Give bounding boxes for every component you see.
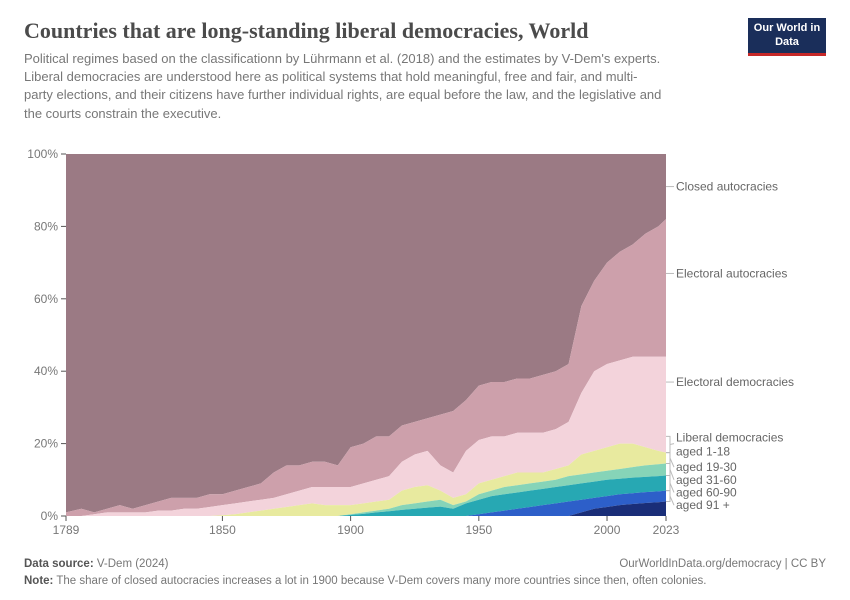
header: Our World in Data Countries that are lon… <box>0 0 850 133</box>
source-value: V-Dem (2024) <box>97 558 169 570</box>
chart-title: Countries that are long-standing liberal… <box>24 18 826 44</box>
logo-text: Our World in Data <box>750 22 824 48</box>
source-label: Data source: <box>24 558 94 570</box>
leader-line <box>670 444 674 445</box>
legend-label: aged 91 + <box>676 498 730 512</box>
stacked-area-chart: 0% 20% 40% 60% 80% 100% 1789 1850 1900 1950 2000 20… <box>24 148 826 542</box>
leader-line <box>670 496 674 505</box>
footer: Data source: V-Dem (2024) OurWorldInData… <box>24 556 826 591</box>
y-tick-label: 40% <box>34 364 58 378</box>
y-tick-label: 100% <box>27 148 58 161</box>
note-value: The share of closed autocracies increase… <box>56 575 706 587</box>
leader-bracket <box>666 464 670 476</box>
leader-bracket <box>666 453 670 464</box>
leader-bracket <box>666 436 670 452</box>
note-label: Note: <box>24 575 53 587</box>
legend-label: aged 60-90 <box>676 485 737 499</box>
legend-label: aged 31-60 <box>676 473 737 487</box>
legend-label: Electoral democracies <box>676 375 794 389</box>
x-tick-label: 1900 <box>337 523 364 537</box>
owid-logo: Our World in Data <box>748 18 826 56</box>
leader-line <box>670 469 674 479</box>
leader-line <box>670 483 674 492</box>
x-tick-label: 1850 <box>209 523 236 537</box>
y-tick-label: 20% <box>34 437 58 451</box>
chart-area: 0% 20% 40% 60% 80% 100% 1789 1850 1900 1950 2000 20… <box>24 148 826 542</box>
legend-label: Closed autocracies <box>676 180 778 194</box>
x-tick-label: 2000 <box>594 523 621 537</box>
x-tick-label: 1789 <box>53 523 80 537</box>
x-tick-label: 2023 <box>653 523 680 537</box>
legend-label: Electoral autocracies <box>676 266 787 280</box>
leader-line <box>670 458 674 467</box>
leader-bracket <box>666 475 670 490</box>
source-line: Data source: V-Dem (2024) <box>24 556 168 573</box>
legend-label: Liberal democracies <box>676 431 783 445</box>
y-tick-label: 60% <box>34 292 58 306</box>
y-tick-label: 0% <box>41 509 59 523</box>
chart-subtitle: Political regimes based on the classific… <box>24 50 664 123</box>
leader-bracket <box>666 491 670 502</box>
legend-label: aged 19-30 <box>676 460 737 474</box>
legend-label: aged 1-18 <box>676 445 730 459</box>
attribution: OurWorldInData.org/democracy | CC BY <box>619 556 826 573</box>
y-tick-label: 80% <box>34 219 58 233</box>
x-tick-label: 1950 <box>465 523 492 537</box>
